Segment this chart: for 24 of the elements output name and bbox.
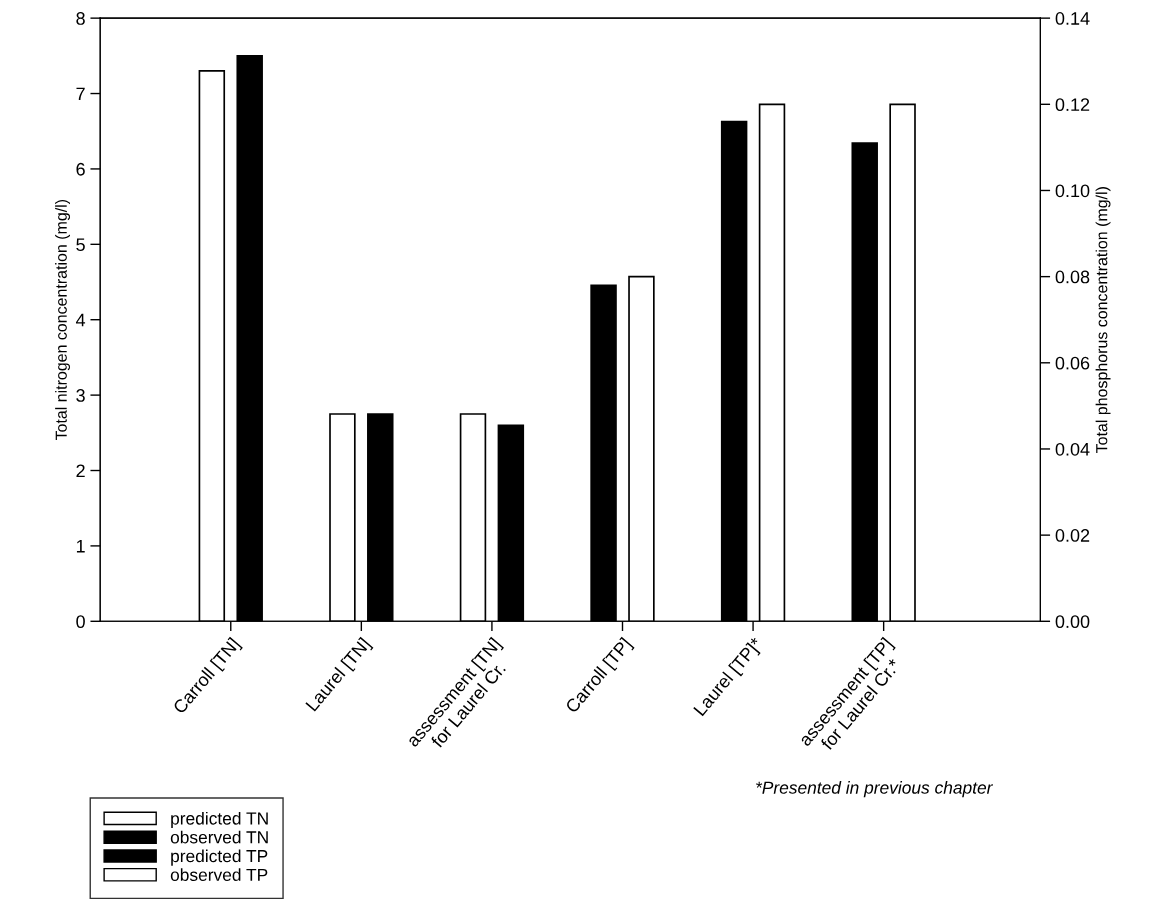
- legend-label: predicted TP: [171, 849, 268, 866]
- y-tick-label: 0: [76, 615, 85, 629]
- text: *Presented in previous chapter: [756, 781, 994, 798]
- y-tick-label: 4: [75, 313, 86, 327]
- legend-label: predicted TN: [171, 811, 268, 829]
- y2-tick-label: 0.08: [1055, 270, 1090, 284]
- y-tick-label: 5: [76, 238, 85, 252]
- legend-label: observed TP: [170, 868, 268, 881]
- y2-tick-label: 0.02: [1055, 529, 1090, 542]
- y2-tick-label: 0.00: [1055, 615, 1090, 629]
- legend-label: observed TN: [170, 830, 268, 844]
- y2-tick-label: 0.06: [1055, 356, 1090, 370]
- y2-tick-label: 0.10: [1055, 184, 1090, 198]
- y-tick-label: 7: [76, 87, 85, 101]
- y2-axis-title: Total phosphorus concentration (mg/l): [1095, 187, 1111, 453]
- y-tick-label: 3: [76, 389, 85, 402]
- y2-tick-label: 0.12: [1055, 98, 1090, 112]
- y-tick-label: 6: [76, 162, 85, 176]
- y2-tick-label: 0.14: [1055, 12, 1090, 25]
- y-tick-label: 1: [76, 540, 85, 553]
- y-axis-title: Total nitrogen concentration (mg/l): [55, 199, 71, 441]
- y-tick-label: 2: [76, 464, 85, 478]
- y-tick-label: 8: [76, 12, 85, 25]
- y2-tick-label: 0.04: [1055, 442, 1090, 456]
